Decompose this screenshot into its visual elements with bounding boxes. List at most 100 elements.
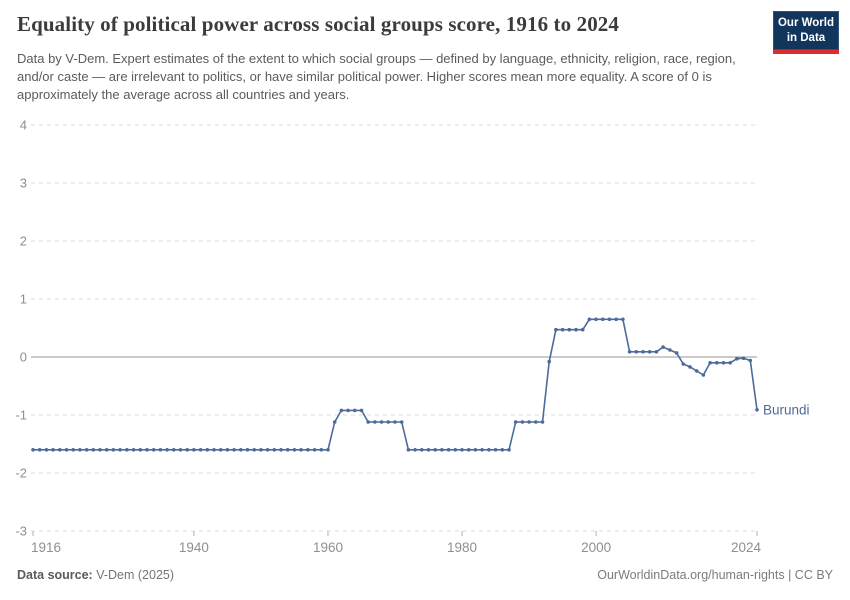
data-point[interactable] xyxy=(366,420,371,424)
data-point[interactable] xyxy=(31,448,35,452)
data-point[interactable] xyxy=(755,408,759,412)
data-point[interactable] xyxy=(507,448,511,452)
data-point[interactable] xyxy=(279,448,283,452)
data-point[interactable] xyxy=(332,420,337,424)
data-point[interactable] xyxy=(627,350,632,354)
data-point[interactable] xyxy=(668,348,672,352)
data-point[interactable] xyxy=(245,448,250,452)
data-point[interactable] xyxy=(527,420,531,424)
data-point[interactable] xyxy=(111,448,116,452)
data-point[interactable] xyxy=(748,358,753,363)
data-point[interactable] xyxy=(98,448,102,452)
data-point[interactable] xyxy=(574,327,578,332)
data-point[interactable] xyxy=(534,420,538,424)
chart-line-burundi[interactable] xyxy=(32,318,758,451)
data-point[interactable] xyxy=(587,317,592,322)
data-point[interactable] xyxy=(554,327,558,332)
data-point[interactable] xyxy=(607,317,612,322)
data-point[interactable] xyxy=(420,448,424,452)
data-point[interactable] xyxy=(681,362,686,366)
data-point[interactable] xyxy=(741,356,746,360)
owid-logo[interactable]: Our World in Data xyxy=(773,11,839,54)
data-point[interactable] xyxy=(37,448,42,452)
data-point[interactable] xyxy=(138,448,143,452)
data-point[interactable] xyxy=(614,317,618,322)
data-point[interactable] xyxy=(728,361,732,365)
data-point[interactable] xyxy=(44,448,49,452)
data-point[interactable] xyxy=(601,317,605,322)
data-point[interactable] xyxy=(393,420,397,424)
data-point[interactable] xyxy=(299,448,303,452)
data-point[interactable] xyxy=(641,350,645,354)
data-point[interactable] xyxy=(433,448,438,452)
data-point[interactable] xyxy=(379,420,384,424)
data-point[interactable] xyxy=(218,448,223,452)
data-point[interactable] xyxy=(178,448,183,452)
data-point[interactable] xyxy=(520,420,525,424)
data-point[interactable] xyxy=(480,448,484,452)
data-point[interactable] xyxy=(708,361,712,365)
data-point[interactable] xyxy=(71,448,75,452)
data-point[interactable] xyxy=(580,327,585,332)
data-point[interactable] xyxy=(185,448,189,452)
data-point[interactable] xyxy=(84,448,89,452)
data-point[interactable] xyxy=(694,369,699,373)
data-point[interactable] xyxy=(259,448,263,452)
data-point[interactable] xyxy=(165,448,169,452)
data-point[interactable] xyxy=(621,317,625,322)
data-point[interactable] xyxy=(125,448,129,452)
data-point[interactable] xyxy=(440,448,444,452)
data-point[interactable] xyxy=(225,448,230,452)
data-point[interactable] xyxy=(64,448,69,452)
data-point[interactable] xyxy=(721,361,726,365)
data-point[interactable] xyxy=(285,448,290,452)
data-point[interactable] xyxy=(466,448,471,452)
data-point[interactable] xyxy=(487,448,491,452)
data-point[interactable] xyxy=(547,359,551,364)
data-point[interactable] xyxy=(78,448,82,452)
data-point[interactable] xyxy=(701,373,706,377)
data-point[interactable] xyxy=(172,448,176,452)
data-point[interactable] xyxy=(446,448,451,452)
data-point[interactable] xyxy=(198,448,203,452)
data-point[interactable] xyxy=(560,327,565,332)
data-point[interactable] xyxy=(594,317,598,322)
data-point[interactable] xyxy=(359,408,364,413)
data-point[interactable] xyxy=(212,448,216,452)
data-point[interactable] xyxy=(312,448,317,452)
data-point[interactable] xyxy=(339,408,344,413)
data-point[interactable] xyxy=(513,420,518,424)
data-point[interactable] xyxy=(661,345,665,349)
data-point[interactable] xyxy=(715,361,719,365)
data-point[interactable] xyxy=(346,408,350,413)
data-point[interactable] xyxy=(58,448,62,452)
data-point[interactable] xyxy=(232,448,236,452)
data-point[interactable] xyxy=(265,448,270,452)
data-point[interactable] xyxy=(51,448,55,452)
data-point[interactable] xyxy=(118,448,122,452)
data-point[interactable] xyxy=(306,448,310,452)
data-point[interactable] xyxy=(319,448,324,452)
data-point[interactable] xyxy=(647,350,652,354)
data-point[interactable] xyxy=(131,448,136,452)
data-point[interactable] xyxy=(688,365,692,369)
data-point[interactable] xyxy=(373,420,377,424)
data-point[interactable] xyxy=(158,448,163,452)
data-point[interactable] xyxy=(460,448,464,452)
data-point[interactable] xyxy=(654,350,659,354)
data-point[interactable] xyxy=(735,356,739,361)
data-point[interactable] xyxy=(239,448,243,452)
data-point[interactable] xyxy=(453,448,458,452)
data-point[interactable] xyxy=(413,448,417,452)
data-point[interactable] xyxy=(386,420,391,424)
data-point[interactable] xyxy=(493,448,498,452)
data-point[interactable] xyxy=(500,448,505,452)
data-point[interactable] xyxy=(674,351,679,355)
line-chart-canvas[interactable]: 4 3 2 1 0 -1 -2 -3 1916 1940 1960 1980 2000 2024 Burun… xyxy=(0,110,850,570)
data-point[interactable] xyxy=(426,448,431,452)
data-point[interactable] xyxy=(634,350,639,354)
data-point[interactable] xyxy=(151,448,156,452)
data-point[interactable] xyxy=(145,448,149,452)
data-point[interactable] xyxy=(292,448,297,452)
data-point[interactable] xyxy=(91,448,96,452)
